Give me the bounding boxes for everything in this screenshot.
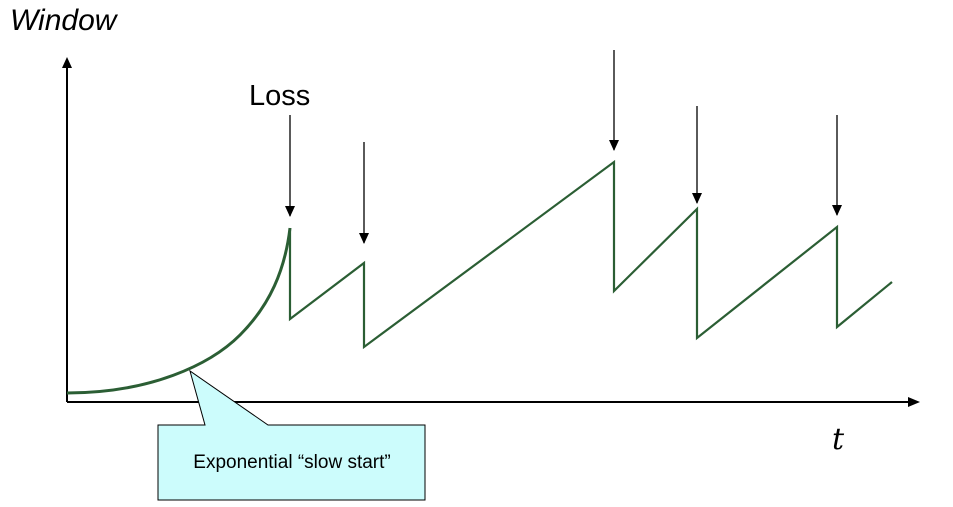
loss-arrowhead	[832, 205, 842, 216]
loss-arrowhead	[359, 233, 369, 244]
y-axis-label: Window	[10, 4, 117, 37]
y-axis-arrowhead	[62, 57, 72, 68]
loss-label: Loss	[249, 80, 311, 112]
sawtooth-curve	[288, 159, 893, 350]
callout-text: Exponential “slow start”	[193, 452, 391, 473]
loss-arrowhead	[692, 193, 702, 204]
loss-arrowhead	[609, 140, 619, 151]
x-axis-label: t	[832, 422, 845, 457]
slow-start-curve	[66, 227, 292, 395]
loss-arrowhead	[285, 206, 295, 217]
callout-box	[157, 369, 426, 501]
x-axis-arrowhead	[908, 397, 920, 407]
